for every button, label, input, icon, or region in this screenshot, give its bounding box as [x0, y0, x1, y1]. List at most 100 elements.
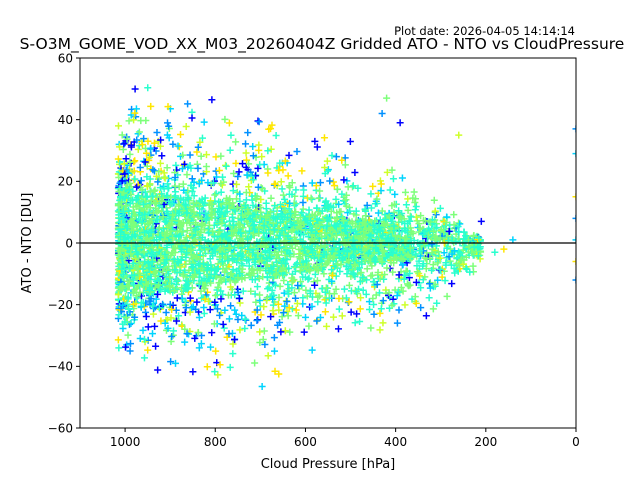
data-point [458, 256, 466, 264]
data-point [416, 247, 424, 255]
data-point [175, 183, 183, 191]
data-point [500, 245, 508, 253]
data-point [344, 299, 352, 307]
data-point [188, 175, 196, 183]
data-point [279, 191, 287, 199]
data-point [125, 234, 133, 242]
data-point [328, 247, 336, 255]
data-point [362, 290, 370, 298]
x-tick-label: 1000 [110, 435, 141, 449]
data-point [395, 207, 403, 215]
data-point [147, 280, 155, 288]
data-point [231, 306, 239, 314]
data-point [426, 284, 434, 292]
data-point [262, 234, 270, 242]
data-point [218, 240, 226, 248]
data-point [292, 306, 300, 314]
data-point [388, 166, 396, 174]
data-point [159, 194, 167, 202]
data-point [271, 240, 279, 248]
data-point [221, 268, 229, 276]
data-point [180, 238, 188, 246]
data-point [321, 198, 329, 206]
data-point [383, 94, 391, 102]
data-point [470, 243, 478, 251]
data-point [253, 306, 261, 314]
data-point [265, 125, 273, 133]
data-point [135, 253, 143, 261]
data-point [256, 161, 264, 169]
data-point [123, 300, 131, 308]
data-point [415, 257, 423, 265]
data-point [324, 246, 332, 254]
data-point [317, 262, 325, 270]
data-point [436, 265, 444, 273]
data-point [342, 263, 350, 271]
data-point [349, 253, 357, 261]
data-point [167, 240, 175, 248]
data-point [208, 208, 216, 216]
data-point [215, 204, 223, 212]
data-point [168, 216, 176, 224]
data-point [394, 245, 402, 253]
data-point [395, 227, 403, 235]
data-point [462, 264, 470, 272]
data-point [173, 240, 181, 248]
x-tick-label: 200 [474, 435, 497, 449]
data-point [250, 222, 258, 230]
data-point [172, 161, 180, 169]
data-point [148, 248, 156, 256]
data-point [394, 288, 402, 296]
data-point [433, 299, 441, 307]
data-point [572, 193, 576, 201]
data-point [140, 335, 148, 343]
data-point [225, 244, 233, 252]
data-point [376, 177, 384, 185]
data-point [146, 238, 154, 246]
data-point [452, 238, 460, 246]
data-point [173, 277, 181, 285]
data-point [281, 157, 289, 165]
data-point [242, 140, 250, 148]
data-point [292, 261, 300, 269]
data-point [230, 250, 238, 258]
data-point [329, 237, 337, 245]
data-point [245, 227, 253, 235]
data-point [378, 110, 386, 117]
data-point [115, 168, 123, 176]
data-point [283, 307, 291, 315]
data-point [400, 275, 408, 283]
data-point [114, 122, 122, 130]
data-point [252, 207, 260, 214]
data-point [135, 128, 143, 136]
data-point [313, 204, 321, 212]
data-point [401, 271, 409, 279]
data-point [271, 202, 279, 210]
data-point [191, 334, 199, 342]
data-point [217, 295, 225, 303]
data-point [245, 160, 253, 168]
data-point [254, 164, 262, 172]
data-point [412, 278, 420, 286]
data-point [271, 281, 279, 289]
data-point [120, 160, 128, 168]
data-point [195, 344, 203, 352]
data-point [230, 227, 238, 235]
data-point [131, 175, 139, 183]
data-point [142, 149, 150, 157]
data-point [270, 347, 278, 355]
data-point [222, 161, 230, 169]
data-point [181, 338, 189, 346]
data-point [274, 321, 282, 329]
data-point [154, 178, 162, 186]
data-point [362, 212, 370, 220]
data-point [326, 226, 334, 234]
data-point [117, 221, 125, 229]
data-point [255, 223, 263, 231]
data-point [127, 111, 135, 119]
y-tick-label: 20 [58, 175, 73, 189]
data-point [436, 204, 444, 212]
data-point [399, 287, 407, 295]
data-point [446, 257, 454, 265]
